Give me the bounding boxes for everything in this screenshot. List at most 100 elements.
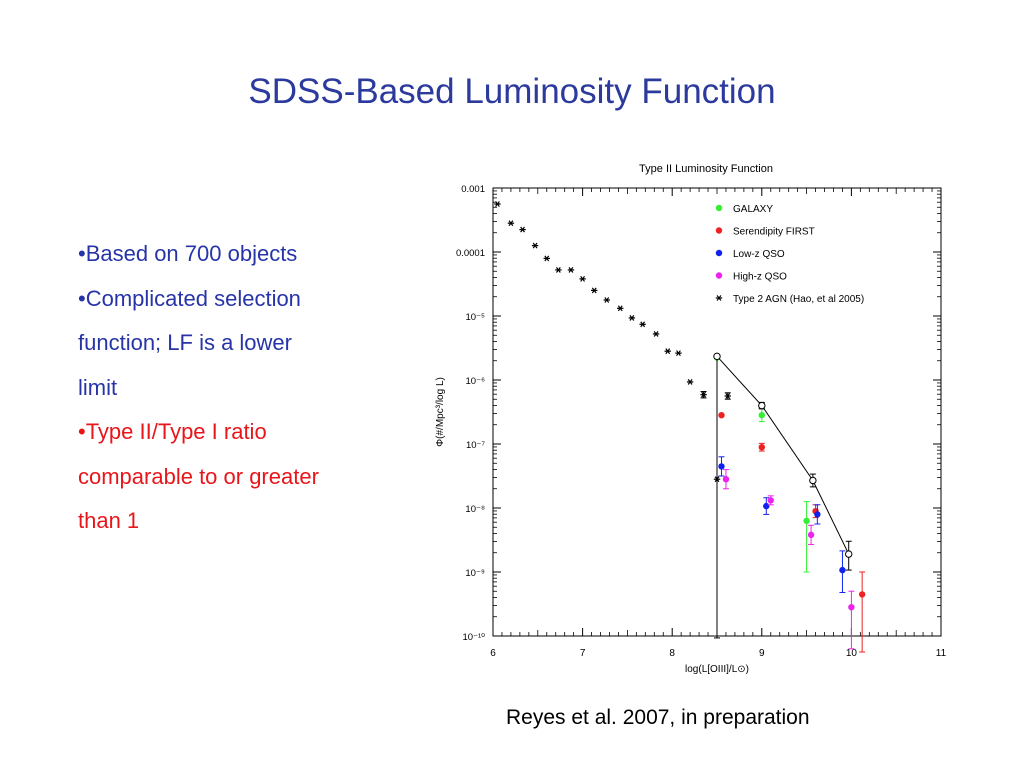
legend-marker bbox=[715, 295, 723, 301]
y-tick-label: 10⁻⁹ bbox=[465, 568, 485, 579]
bullet-3-line-3: than 1 bbox=[78, 508, 140, 533]
y-tick-label: 10⁻⁵ bbox=[465, 312, 485, 323]
series-high-z-qso bbox=[722, 469, 855, 650]
data-point bbox=[567, 266, 575, 273]
data-point bbox=[758, 444, 765, 451]
data-point bbox=[763, 502, 770, 510]
y-tick-label: 10⁻⁷ bbox=[466, 440, 486, 451]
x-tick-label: 6 bbox=[490, 648, 496, 659]
legend-marker bbox=[715, 227, 723, 234]
legend-item: Serendipity FIRST bbox=[715, 227, 815, 238]
data-point bbox=[603, 297, 610, 303]
y-axis-label: Φ(#/Mpc³/log L) bbox=[435, 377, 446, 447]
y-tick-label: 0.0001 bbox=[456, 248, 485, 259]
data-point bbox=[617, 305, 624, 312]
legend-item: GALAXY bbox=[715, 204, 773, 215]
data-point bbox=[591, 287, 598, 294]
citation-caption: Reyes et al. 2007, in preparation bbox=[506, 706, 810, 729]
data-point bbox=[848, 604, 855, 611]
data-point bbox=[724, 393, 731, 399]
star-stroke bbox=[725, 393, 731, 399]
data-point bbox=[845, 550, 853, 558]
data-point bbox=[664, 348, 671, 355]
star-stroke bbox=[676, 350, 681, 357]
star-stroke bbox=[544, 255, 550, 262]
legend-marker bbox=[715, 204, 723, 212]
data-point bbox=[807, 531, 815, 539]
star-stroke bbox=[617, 305, 623, 312]
data-point bbox=[803, 517, 810, 524]
star-stroke bbox=[580, 275, 586, 282]
data-point bbox=[652, 330, 660, 337]
x-tick-label: 9 bbox=[759, 648, 765, 659]
x-tick-label: 10 bbox=[846, 648, 858, 659]
star-stroke bbox=[495, 201, 500, 207]
data-point bbox=[543, 255, 550, 262]
data-point bbox=[531, 242, 539, 249]
data-point bbox=[713, 352, 721, 361]
x-tick-label: 7 bbox=[580, 648, 586, 659]
data-point bbox=[722, 476, 730, 483]
data-point bbox=[858, 591, 866, 598]
legend-label: GALAXY bbox=[733, 204, 773, 215]
star-stroke bbox=[665, 348, 671, 355]
chart-title: Type II Luminosity Function bbox=[639, 163, 773, 175]
star-stroke bbox=[591, 287, 597, 294]
star-stroke bbox=[716, 295, 722, 301]
data-point bbox=[814, 511, 821, 518]
star-stroke bbox=[701, 391, 706, 398]
series-line bbox=[716, 355, 850, 555]
legend-marker bbox=[715, 272, 723, 279]
y-tick-label: 0.001 bbox=[461, 184, 485, 195]
star-stroke bbox=[556, 266, 561, 273]
y-tick-label: 10⁻⁸ bbox=[465, 504, 485, 515]
series-serendipity-first bbox=[718, 412, 866, 653]
legend-label: Serendipity FIRST bbox=[733, 227, 815, 238]
x-axis-label: log(L[OIII]/L⊙) bbox=[685, 664, 749, 675]
legend-item: Type 2 AGN (Hao, et al 2005) bbox=[715, 294, 864, 305]
star-stroke bbox=[687, 378, 693, 385]
legend-item: Low-z QSO bbox=[715, 249, 785, 260]
data-point bbox=[700, 391, 707, 398]
data-point bbox=[758, 412, 765, 419]
legend-label: High-z QSO bbox=[733, 272, 787, 283]
legend: GALAXY Serendipity FIRST Low-z QSO High-z Q… bbox=[715, 204, 864, 305]
y-tick-label: 10⁻¹⁰ bbox=[462, 632, 485, 643]
star-stroke bbox=[532, 242, 538, 249]
data-point bbox=[579, 275, 586, 282]
axes: 6 7 8 9 10 11 0.001 0.0001 10⁻⁵ 10⁻⁶ 10⁻⁷ 10⁻⁸ 10⁻⁹ 1… bbox=[456, 184, 947, 659]
data-point bbox=[639, 321, 646, 328]
bullet-1-line-1: •Based on 700 objects bbox=[78, 241, 298, 266]
series-low-z-qso bbox=[718, 456, 846, 593]
data-point bbox=[839, 566, 846, 574]
data-point bbox=[675, 350, 682, 357]
star-stroke bbox=[640, 321, 646, 328]
bullet-2-line-2: function; LF is a lower bbox=[78, 330, 292, 355]
data-point bbox=[809, 476, 817, 485]
data-point bbox=[494, 201, 501, 207]
data-point bbox=[758, 401, 766, 410]
data-point bbox=[628, 314, 636, 321]
data-point bbox=[686, 378, 694, 385]
star-stroke bbox=[520, 226, 525, 233]
data-point bbox=[555, 266, 562, 273]
bullet-3-line-2: comparable to or greater bbox=[78, 463, 319, 489]
bullet-list: •Based on 700 objects •Complicated select… bbox=[78, 232, 408, 544]
data-point bbox=[718, 463, 725, 470]
data-point bbox=[767, 497, 774, 504]
data-layer bbox=[494, 201, 866, 653]
legend-item: High-z QSO bbox=[715, 272, 787, 283]
slide-title: SDSS-Based Luminosity Function bbox=[248, 72, 776, 111]
legend-label: Type 2 AGN (Hao, et al 2005) bbox=[733, 294, 864, 305]
series-type-2-agn-hao-et-al-2005 bbox=[494, 201, 731, 483]
x-tick-label: 11 bbox=[936, 648, 947, 659]
y-tick-label: 10⁻⁶ bbox=[466, 376, 486, 387]
star-stroke bbox=[508, 220, 514, 227]
bullet-2-line-1: •Complicated selection bbox=[78, 285, 301, 311]
data-point bbox=[519, 226, 526, 233]
star-stroke bbox=[568, 266, 574, 273]
star-stroke bbox=[604, 297, 610, 303]
star-stroke bbox=[653, 330, 659, 337]
series-galaxy bbox=[713, 354, 810, 573]
